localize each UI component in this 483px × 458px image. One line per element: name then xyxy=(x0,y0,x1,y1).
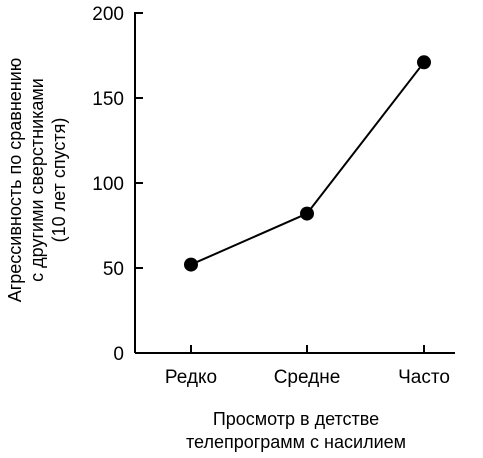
x-axis-title-line: телепрограмм с насилием xyxy=(186,432,406,452)
data-point xyxy=(300,206,314,221)
data-point xyxy=(417,55,431,70)
x-tick-label: Средне xyxy=(274,367,341,388)
x-axis-title-line: Просмотр в детстве xyxy=(213,409,379,429)
y-axis-title-line: Агрессивность по сравнению xyxy=(5,58,25,303)
y-axis-title: Агрессивность по сравнению с другими свер… xyxy=(5,58,69,303)
data-point xyxy=(184,257,198,272)
y-tick-label: 200 xyxy=(92,4,124,25)
chart-series xyxy=(184,55,431,272)
y-axis-title-line: (10 лет спустя) xyxy=(49,118,69,243)
chart-axes xyxy=(134,12,455,354)
y-tick-label: 100 xyxy=(92,174,124,195)
y-tick-label: 50 xyxy=(103,259,124,280)
y-tick-label: 0 xyxy=(113,344,124,365)
x-tick-label: Часто xyxy=(398,367,450,388)
y-axis-title-line: с другими сверстниками xyxy=(27,78,47,282)
x-tick-label: Редко xyxy=(165,367,217,388)
y-tick-label: 150 xyxy=(92,89,124,110)
y-axis-ticks: 0 50 100 150 200 xyxy=(92,4,143,365)
series-line xyxy=(190,61,425,266)
x-axis-title: Просмотр в детстве телепрограмм с насилие… xyxy=(186,409,406,452)
x-axis-ticks: Редко Средне Часто xyxy=(165,345,450,388)
